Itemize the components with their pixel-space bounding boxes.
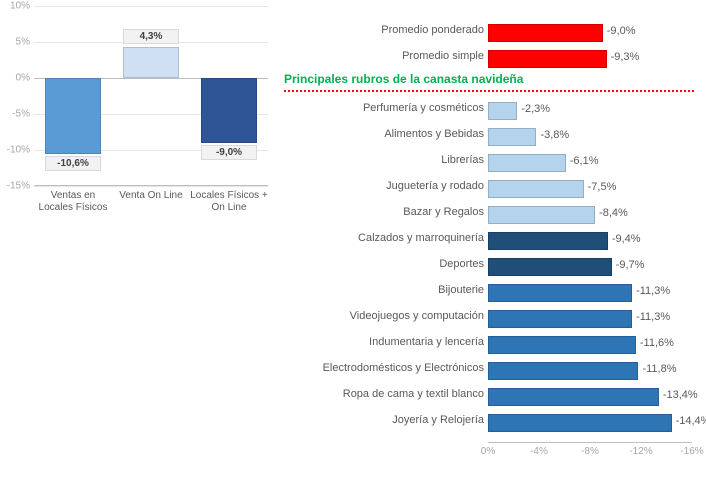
y-gridline xyxy=(34,186,268,187)
hbar-category-label: Bazar y Regalos xyxy=(284,206,484,218)
right-bar-chart: Promedio ponderado -9,0% Promedio simple -9… xyxy=(284,0,706,501)
hbar xyxy=(488,310,632,328)
hbar-value-label: -9,4% xyxy=(612,233,641,245)
hbar xyxy=(488,24,603,42)
x-tick-label: -16% xyxy=(680,446,703,457)
hbar-category-label: Ropa de cama y textil blanco xyxy=(284,388,484,400)
hbar-row: Ropa de cama y textil blanco-13,4% xyxy=(284,384,694,410)
hbar-value-label: -9,0% xyxy=(607,25,636,37)
hbar-category-label: Joyería y Relojería xyxy=(284,414,484,426)
hbar-value-label: -2,3% xyxy=(521,103,550,115)
y-tick-label: 10% xyxy=(0,1,30,12)
section-title: Principales rubros de la canasta navideñ… xyxy=(284,72,523,86)
hbar-value-label: -11,8% xyxy=(642,363,676,375)
left-bar-chart: -15% -10% -5% 0% 5% 10% -10,6% Ventas en Locale… xyxy=(0,0,268,232)
hbar-category-label: Deportes xyxy=(284,258,484,270)
hbar-value-label: -13,4% xyxy=(663,389,698,401)
hbar xyxy=(488,336,636,354)
y-gridline xyxy=(34,6,268,7)
hbar-value-label: -11,3% xyxy=(636,285,670,297)
hbar xyxy=(488,414,672,432)
x-tick-label: 0% xyxy=(481,446,495,457)
hbar xyxy=(488,102,517,120)
vbar-value-label: -10,6% xyxy=(45,156,101,171)
hbar-category-label: Librerías xyxy=(284,154,484,166)
hbar-value-label: -6,1% xyxy=(570,155,599,167)
hbar-value-label: -9,7% xyxy=(616,259,645,271)
hbar-row: Videojuegos y computación -11,3% xyxy=(284,306,694,332)
hbar-row: Promedio simple -9,3% xyxy=(284,46,694,72)
y-tick-label: 5% xyxy=(0,37,30,48)
section-divider xyxy=(284,90,694,92)
hbar-category-label: Promedio ponderado xyxy=(284,24,484,36)
x-tick-label: -8% xyxy=(581,446,599,457)
hbar xyxy=(488,180,584,198)
hbar-row: Librerías -6,1% xyxy=(284,150,694,176)
hbar-value-label: -7,5% xyxy=(588,181,617,193)
vbar-value-label: 4,3% xyxy=(123,29,179,44)
vbar xyxy=(123,47,179,78)
hbar-row: Electrodomésticos y Electrónicos -11,8% xyxy=(284,358,694,384)
hbar-row: Bijouterie -11,3% xyxy=(284,280,694,306)
vbar xyxy=(45,78,101,154)
hbar-value-label: -3,8% xyxy=(540,129,569,141)
hbar-row: Joyería y Relojería-14,4% xyxy=(284,410,694,436)
hbar xyxy=(488,284,632,302)
hbar-row: Perfumería y cosméticos -2,3% xyxy=(284,98,694,124)
hbar xyxy=(488,258,612,276)
hbar xyxy=(488,388,659,406)
x-tick-label: -12% xyxy=(629,446,652,457)
hbar-row: Deportes -9,7% xyxy=(284,254,694,280)
hbar-value-label: -11,3% xyxy=(636,311,670,323)
hbar-value-label: -8,4% xyxy=(599,207,628,219)
hbar-row: Calzados y marroquinería -9,4% xyxy=(284,228,694,254)
x-category-label: Venta On Line xyxy=(111,190,191,202)
hbar-category-label: Promedio simple xyxy=(284,50,484,62)
hbar-category-label: Bijouterie xyxy=(284,284,484,296)
y-tick-label: -5% xyxy=(0,109,30,120)
hbar-row: Alimentos y Bebidas -3,8% xyxy=(284,124,694,150)
hbar-row: Juguetería y rodado -7,5% xyxy=(284,176,694,202)
hbar xyxy=(488,206,595,224)
hbar-row: Indumentaria y lencería -11,6% xyxy=(284,332,694,358)
hbar-category-label: Indumentaria y lencería xyxy=(284,336,484,348)
hbar-value-label: -11,6% xyxy=(640,337,674,349)
hbar-category-label: Alimentos y Bebidas xyxy=(284,128,484,140)
hbar-category-label: Perfumería y cosméticos xyxy=(284,102,484,114)
hbar-category-label: Electrodomésticos y Electrónicos xyxy=(284,362,484,374)
hbar xyxy=(488,362,638,380)
hbar-row: Bazar y Regalos -8,4% xyxy=(284,202,694,228)
x-category-label: Locales Físicos + On Line xyxy=(189,190,269,213)
hbar-category-label: Juguetería y rodado xyxy=(284,180,484,192)
x-axis xyxy=(488,442,692,443)
hbar-row: Promedio ponderado -9,0% xyxy=(284,20,694,46)
y-tick-label: -10% xyxy=(0,145,30,156)
y-tick-label: 0% xyxy=(0,73,30,84)
hbar-value-label: -14,4% xyxy=(676,415,706,427)
x-category-label: Ventas en Locales Físicos xyxy=(33,190,113,213)
y-tick-label: -15% xyxy=(0,181,30,192)
x-tick-label: -4% xyxy=(530,446,548,457)
hbar xyxy=(488,154,566,172)
hbar-category-label: Videojuegos y computación xyxy=(284,310,484,322)
vbar-value-label: -9,0% xyxy=(201,145,257,160)
hbar-value-label: -9,3% xyxy=(611,51,640,63)
hbar-category-label: Calzados y marroquinería xyxy=(284,232,484,244)
hbar xyxy=(488,50,607,68)
hbar xyxy=(488,128,536,146)
hbar xyxy=(488,232,608,250)
vbar xyxy=(201,78,257,143)
